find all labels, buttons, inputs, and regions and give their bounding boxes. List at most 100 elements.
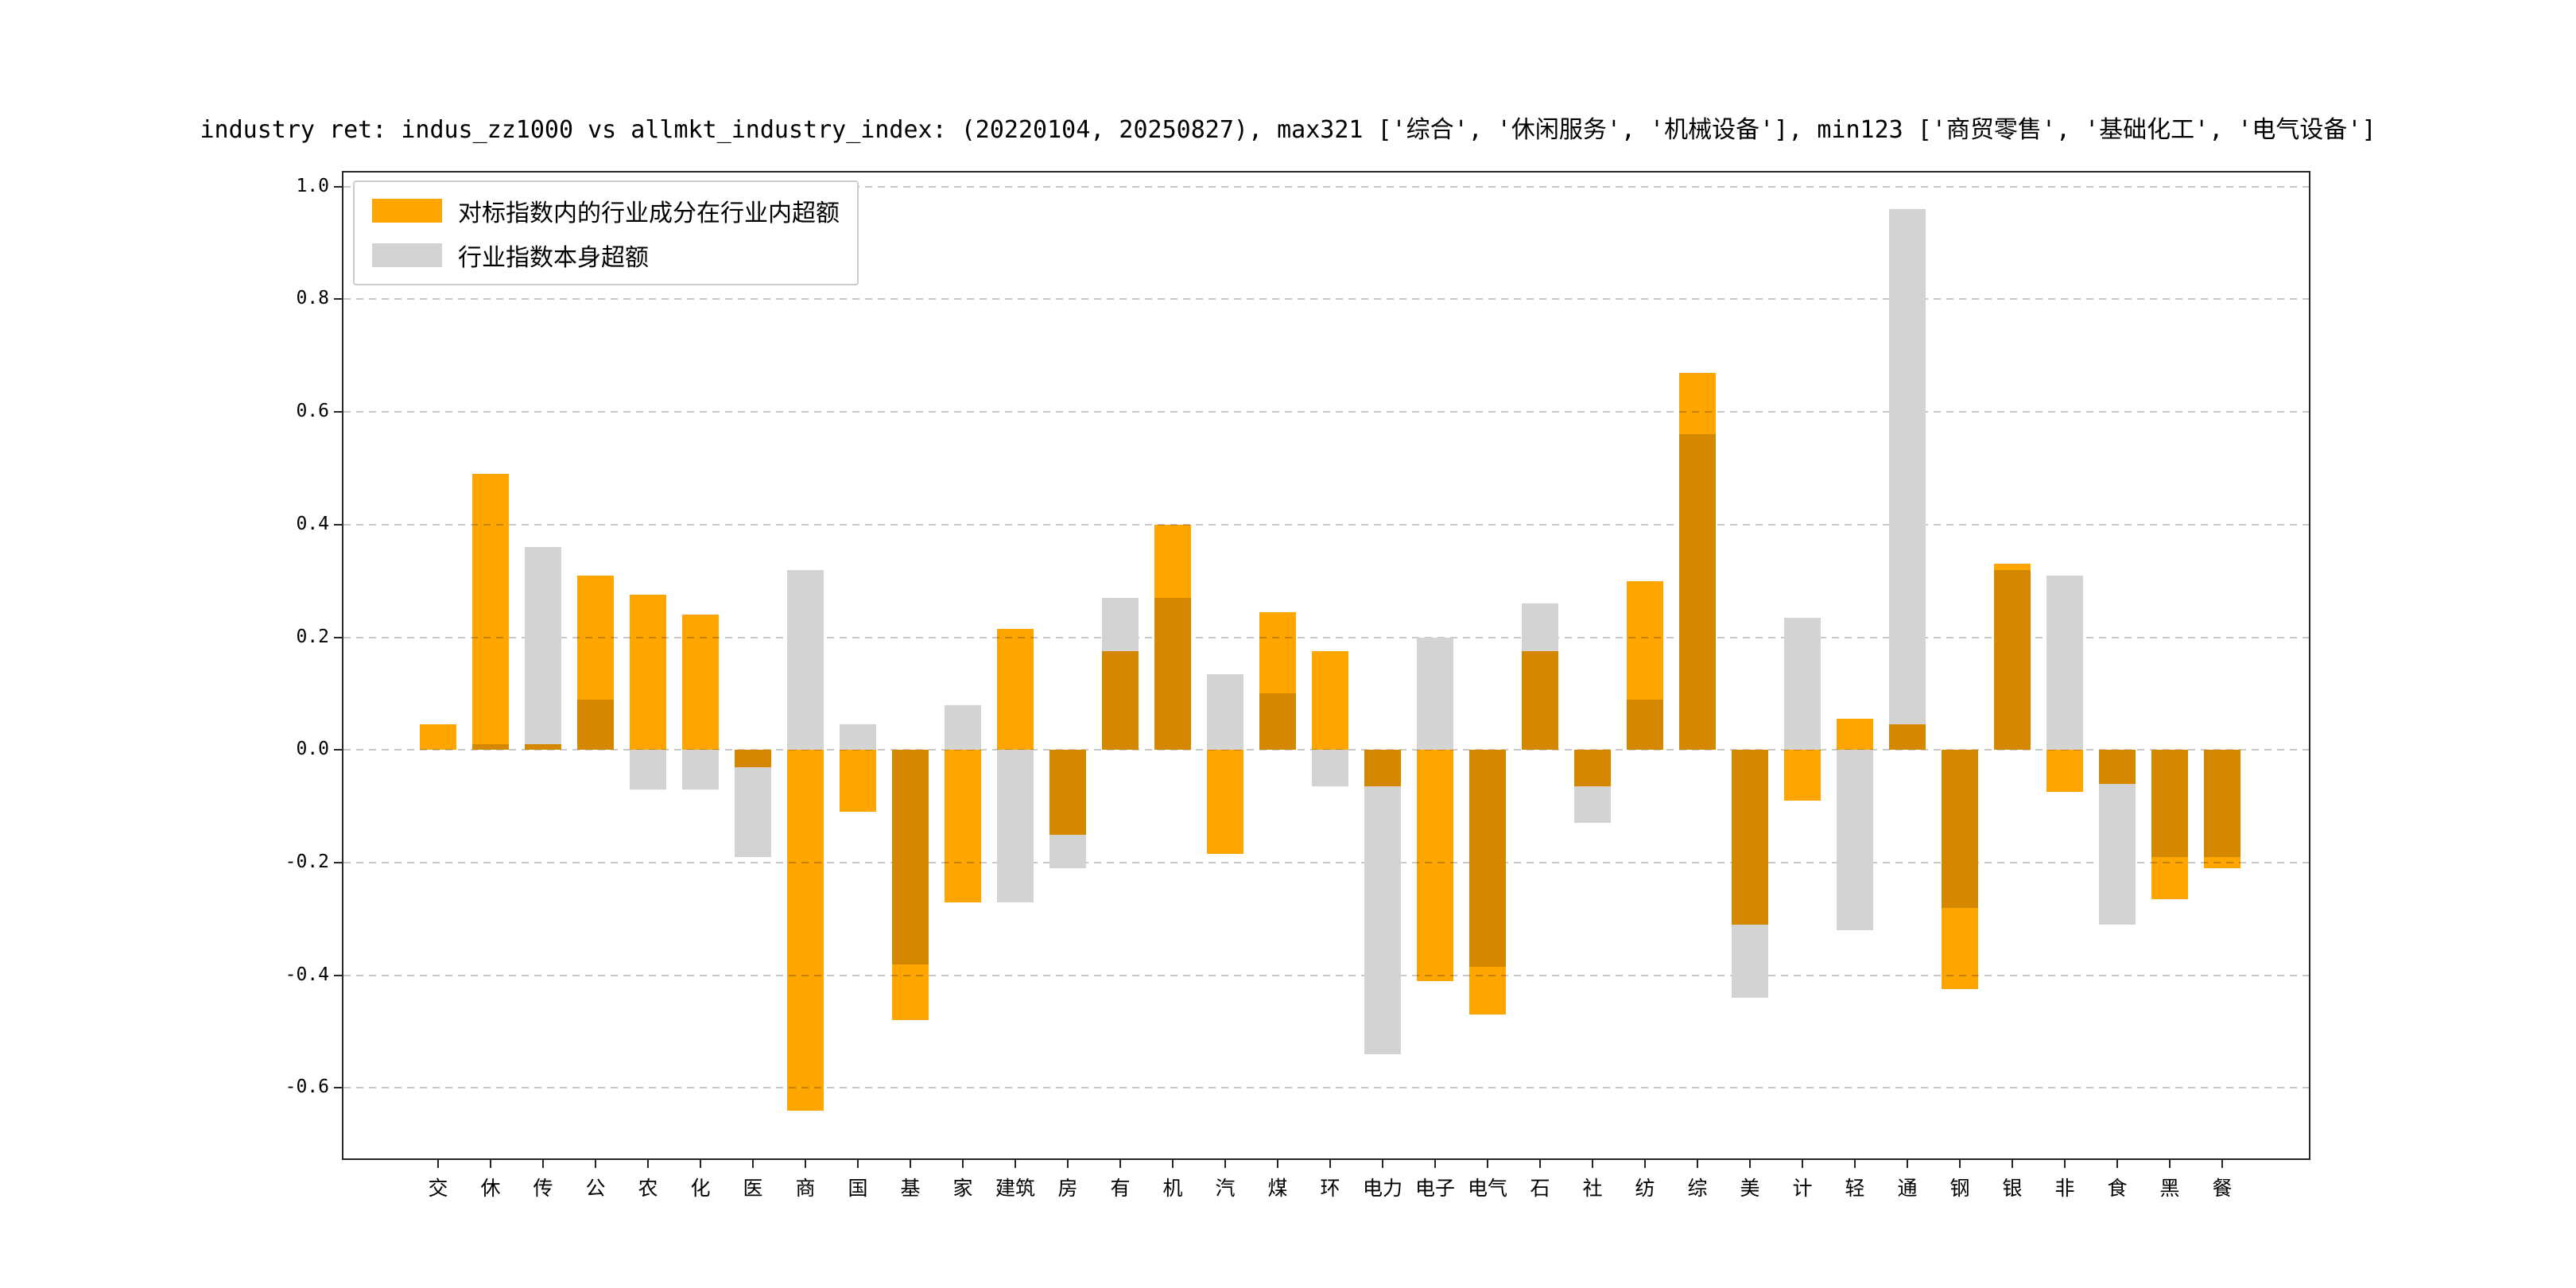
y-tick-label: 0.8 (296, 288, 329, 309)
x-tick-label: 医 (743, 1177, 763, 1200)
y-tick-mark (334, 974, 343, 976)
x-tick-label: 交 (428, 1177, 448, 1200)
x-tick-label: 煤 (1267, 1177, 1288, 1200)
x-tick-label: 建筑 (995, 1177, 1035, 1200)
x-tick-mark (1539, 1158, 1541, 1168)
legend-label: 对标指数内的行业成分在行业内超额 (458, 200, 840, 227)
x-tick-label: 基 (900, 1177, 921, 1200)
bar-component-excess-公 (577, 575, 614, 751)
y-gridline (343, 411, 2309, 413)
plot-area: 对标指数内的行业成分在行业内超额 行业指数本身超额 1.0 0.8 0.6 0.4 0.… (285, 171, 2310, 1200)
y-tick-mark (334, 411, 343, 413)
x-tick-label: 石 (1530, 1177, 1550, 1200)
bar-index-excess-国 (840, 724, 876, 751)
bar-component-excess-通 (1889, 724, 1926, 751)
x-tick-label: 商 (795, 1177, 816, 1200)
legend-swatch-orange (372, 199, 442, 223)
bar-component-excess-休 (472, 474, 509, 751)
x-tick-mark (1434, 1158, 1436, 1168)
bar-component-excess-家 (945, 750, 981, 902)
x-tick-label: 银 (2002, 1177, 2023, 1200)
x-tick-label: 黑 (2159, 1177, 2180, 1200)
x-tick-label: 纺 (1635, 1177, 1655, 1200)
bar-component-excess-商 (787, 750, 824, 1111)
legend: 对标指数内的行业成分在行业内超额 行业指数本身超额 (353, 180, 859, 285)
x-tick-label: 汽 (1215, 1177, 1236, 1200)
x-tick-label: 电气 (1467, 1177, 1507, 1200)
y-tick-mark (334, 185, 343, 188)
x-tick-mark (1277, 1158, 1278, 1168)
x-tick-label: 电子 (1414, 1177, 1455, 1200)
y-tick-mark (334, 298, 343, 301)
bar-component-excess-汽 (1207, 750, 1243, 855)
bar-index-excess-农 (630, 750, 666, 789)
x-tick-mark (2116, 1158, 2118, 1168)
bar-component-excess-国 (840, 750, 876, 813)
bar-index-excess-家 (945, 704, 981, 751)
bar-component-excess-化 (682, 615, 719, 751)
bar-index-excess-建筑 (997, 750, 1034, 902)
legend-label: 行业指数本身超额 (458, 244, 649, 272)
x-tick-mark (2064, 1158, 2066, 1168)
y-gridline (343, 862, 2309, 863)
x-tick-mark (1802, 1158, 1803, 1168)
bar-component-excess-基 (892, 750, 929, 1021)
x-tick-mark (2012, 1158, 2013, 1168)
x-tick-label: 钢 (1949, 1177, 1970, 1200)
x-tick-mark (1067, 1158, 1069, 1168)
bar-component-excess-美 (1732, 750, 1768, 925)
y-tick-label: 1.0 (296, 175, 329, 196)
y-tick-label: 0.6 (296, 401, 329, 422)
x-tick-label: 计 (1792, 1177, 1813, 1200)
x-tick-label: 电力 (1362, 1177, 1402, 1200)
y-tick-label: -0.2 (285, 852, 329, 872)
x-tick-mark (962, 1158, 964, 1168)
x-tick-mark (1487, 1158, 1488, 1168)
y-gridline (343, 523, 2309, 526)
x-tick-label: 农 (638, 1177, 658, 1200)
x-tick-mark (595, 1158, 596, 1168)
bar-component-excess-银 (1994, 564, 2031, 751)
y-gridline (343, 974, 2309, 976)
bar-component-excess-钢 (1942, 750, 1978, 990)
y-tick-label: 0.0 (296, 739, 329, 760)
x-tick-mark (1644, 1158, 1646, 1168)
x-tick-mark (1172, 1158, 1174, 1168)
bar-component-excess-环 (1312, 651, 1348, 751)
x-tick-label: 传 (533, 1177, 553, 1200)
x-tick-label: 社 (1582, 1177, 1603, 1200)
bar-component-excess-有 (1102, 651, 1139, 751)
bar-component-excess-餐 (2204, 750, 2240, 869)
x-tick-label: 非 (2054, 1177, 2075, 1200)
legend-swatch-gray (372, 243, 442, 267)
bar-component-excess-电气 (1469, 750, 1506, 1015)
x-tick-mark (1697, 1158, 1698, 1168)
x-tick-label: 轻 (1845, 1177, 1865, 1200)
x-tick-mark (805, 1158, 806, 1168)
y-tick-mark (334, 523, 343, 526)
x-tick-mark (2169, 1158, 2171, 1168)
bar-index-excess-轻 (1837, 750, 1873, 931)
y-gridline (343, 185, 2309, 188)
bar-index-excess-通 (1889, 209, 1926, 751)
x-tick-mark (700, 1158, 701, 1168)
bar-index-excess-计 (1784, 617, 1821, 751)
x-tick-mark (1224, 1158, 1226, 1168)
x-tick-label: 通 (1897, 1177, 1918, 1200)
y-tick-mark (334, 636, 343, 638)
bar-index-excess-环 (1312, 750, 1348, 787)
y-tick-label: -0.6 (285, 1077, 329, 1098)
x-tick-mark (1749, 1158, 1751, 1168)
x-tick-label: 房 (1057, 1177, 1078, 1200)
bar-component-excess-社 (1574, 750, 1611, 787)
bar-component-excess-石 (1522, 651, 1558, 751)
x-tick-mark (2221, 1158, 2223, 1168)
y-tick-label: -0.4 (285, 964, 329, 985)
bar-component-excess-房 (1049, 750, 1086, 835)
y-gridline (343, 636, 2309, 638)
x-tick-label: 环 (1320, 1177, 1340, 1200)
bar-component-excess-电子 (1417, 750, 1453, 981)
x-tick-label: 国 (848, 1177, 868, 1200)
x-tick-mark (490, 1158, 491, 1168)
